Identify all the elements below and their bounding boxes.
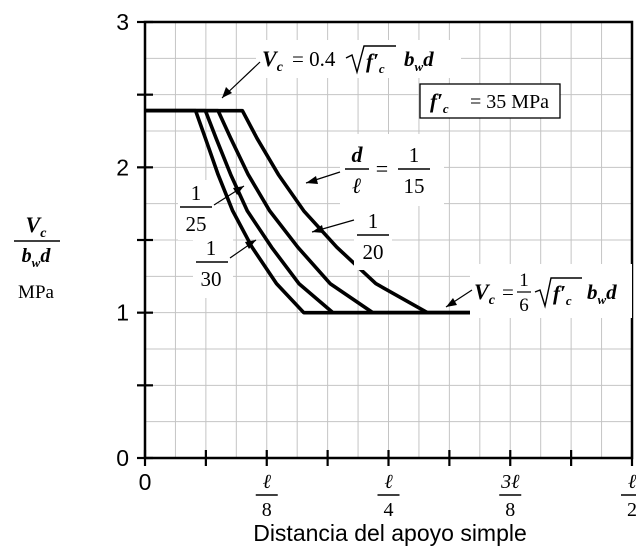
svg-text:bwd: bwd <box>404 47 434 74</box>
svg-text:1: 1 <box>409 143 420 167</box>
svg-text:30: 30 <box>201 267 222 291</box>
x-tick-label-num: ℓ <box>263 471 272 493</box>
svg-text:f′c: f′c <box>366 49 385 76</box>
ratio-25-label: 1 25 <box>178 180 245 240</box>
upper-formula-annotation: Vc = 0.4 f′c bwd <box>221 40 461 99</box>
ylabel-unit: MPa <box>18 282 54 303</box>
series-line-1-20 <box>145 108 632 315</box>
svg-text:Vc: Vc <box>26 212 48 241</box>
svg-text:25: 25 <box>186 212 207 236</box>
y-tick-label: 3 <box>116 9 129 35</box>
svg-text:15: 15 <box>404 174 425 198</box>
svg-text:bwd: bwd <box>22 245 52 270</box>
x-axis-title: Distancia del apoyo simple <box>253 520 527 546</box>
svg-text:20: 20 <box>363 240 384 264</box>
x-tick-label-den: 2 <box>627 499 636 521</box>
y-axis-label: Vc bwd MPa <box>14 212 60 303</box>
ylabel-num: V <box>26 212 43 237</box>
y-tick-label: 1 <box>116 300 129 326</box>
x-tick-label-den: 8 <box>505 499 515 521</box>
ylabel-den-tail: d <box>40 245 51 267</box>
x-tick-label-num: 3ℓ <box>500 471 520 493</box>
ratio-15-label: d ℓ = 1 15 <box>305 134 444 206</box>
y-tick-label: 0 <box>116 445 129 471</box>
series-line-1-30 <box>145 108 632 315</box>
svg-text:1: 1 <box>368 209 379 233</box>
series-lines <box>145 108 632 315</box>
ratio-20-label: 1 20 <box>311 206 392 270</box>
svg-text:f′c: f′c <box>553 281 572 308</box>
svg-text:Vc: Vc <box>262 46 284 75</box>
x-tick-label-num: ℓ <box>628 471 636 493</box>
x-tick-label-den: 4 <box>384 499 394 521</box>
ylabel-den-sub: w <box>32 255 41 270</box>
svg-text:=: = <box>502 280 514 304</box>
ylabel-num-sub: c <box>40 226 47 241</box>
y-tick-label: 2 <box>116 154 129 180</box>
x-tick-label: 0 <box>139 469 152 495</box>
lower-formula-annotation: Vc = 1 6 f′c bwd <box>445 264 632 318</box>
x-tick-label: 3ℓ8 <box>499 471 522 521</box>
ylabel-den: b <box>22 245 32 267</box>
svg-text:1: 1 <box>191 181 202 205</box>
x-tick-label: ℓ4 <box>377 471 400 521</box>
ratio-30-label: 1 30 <box>193 236 257 298</box>
svg-text:Vc: Vc <box>474 279 496 308</box>
svg-text:d: d <box>352 142 364 167</box>
x-tick-label-den: 8 <box>262 499 272 521</box>
svg-text:6: 6 <box>519 295 529 316</box>
svg-text:= 0.4: = 0.4 <box>292 47 336 71</box>
x-tick-label: ℓ2 <box>621 471 636 521</box>
fc-box-annotation: f′c = 35 MPa <box>419 83 561 119</box>
series-line-1-15 <box>145 108 632 315</box>
x-tick-label: ℓ8 <box>255 471 278 521</box>
svg-text:ℓ: ℓ <box>352 173 361 198</box>
svg-text:1: 1 <box>206 236 217 260</box>
series-line-1-25 <box>145 108 632 315</box>
svg-text:bwd: bwd <box>587 280 617 307</box>
svg-text:= 35 MPa: = 35 MPa <box>470 91 549 113</box>
x-tick-label-num: ℓ <box>384 471 393 493</box>
svg-text:1: 1 <box>519 270 529 291</box>
svg-text:f′c: f′c <box>430 89 449 116</box>
svg-text:=: = <box>376 156 388 181</box>
